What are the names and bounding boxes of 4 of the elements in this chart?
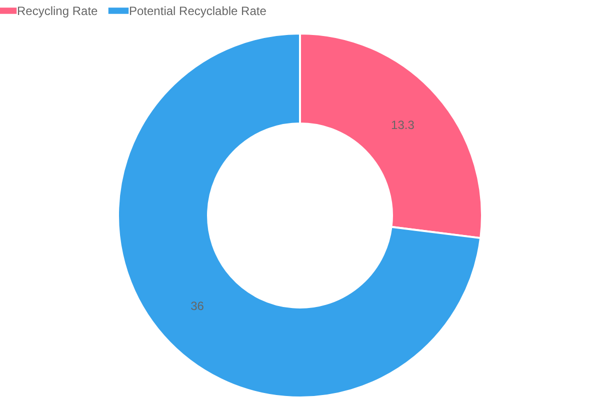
legend-label: Potential Recyclable Rate [129,4,267,18]
legend-label: Recycling Rate [17,4,98,18]
data-label: 13.3 [391,118,415,132]
data-label: 36 [190,299,204,314]
